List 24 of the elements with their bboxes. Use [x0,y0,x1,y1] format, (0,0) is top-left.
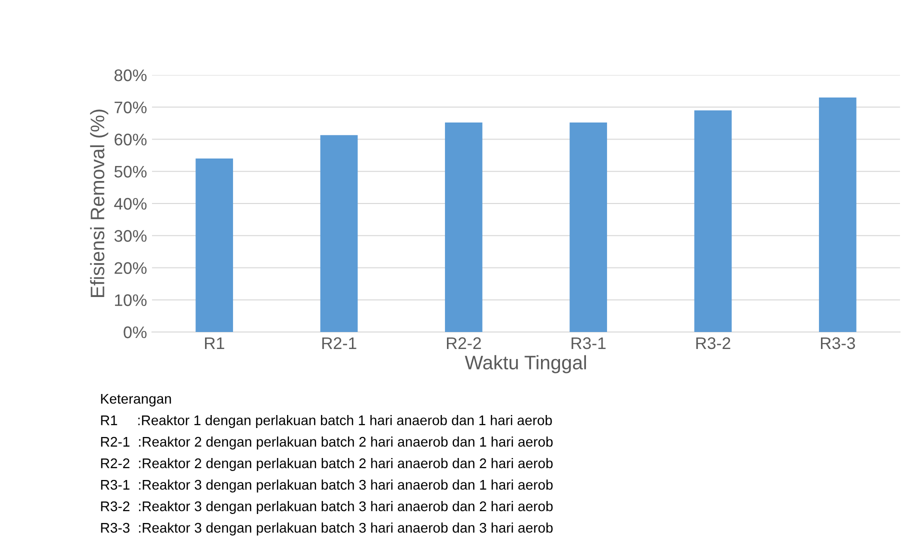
y-tick-label: 80% [114,69,147,82]
text: R2-2 :Reaktor 2 dengan perlakuan batch 2 hari anaerob dan 2 hari aerob [101,458,553,471]
y-tick-label: 50% [114,166,147,178]
x-tick-label: R3-2 [696,337,730,350]
x-tick-label: R1 [205,337,224,349]
text: R2-1 :Reaktor 2 dengan perlakuan batch 2 hari anaerob dan 1 hari aerob [101,436,553,450]
y-axis-title: Efisiensi Removal (%) [90,110,108,297]
x-tick-label: R2-2 [446,337,481,349]
text: R3-2 :Reaktor 3 dengan perlakuan batch 3 hari anaerob dan 2 hari aerob [101,501,553,514]
y-tick-label: 40% [114,198,147,210]
text: Keterangan [101,394,171,406]
text: R3-1 :Reaktor 3 dengan perlakuan batch 3 hari anaerob dan 1 hari aerob [101,480,553,492]
y-tick-label: 10% [115,294,147,306]
y-tick-label: 70% [114,102,147,114]
x-axis-title: Waktu Tinggal [464,355,586,374]
y-tick-label: 0% [124,326,147,338]
text: R1 :Reaktor 1 dengan perlakuan batch 1 hari anaerob dan 1 hari aerob [101,415,552,428]
x-tick-label: R3-3 [820,337,855,350]
y-tick-label: 30% [114,230,147,242]
x-tick-label: R2-1 [322,337,356,349]
y-tick-label: 20% [114,262,147,274]
x-tick-label: R3-1 [572,337,606,350]
y-tick-label: 60% [114,134,147,146]
text: R3-3 :Reaktor 3 dengan perlakuan batch 3 hari anaerob dan 3 hari aerob [101,522,553,536]
